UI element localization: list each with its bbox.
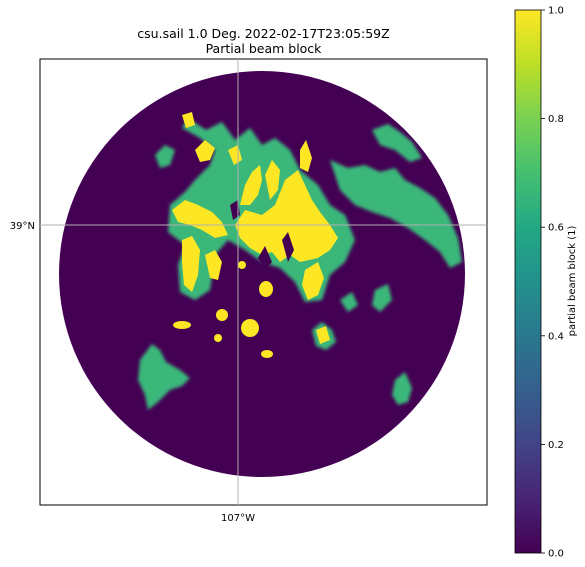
colorbar-tick-label: 0.8 [548, 114, 564, 125]
lon-label: 107°W [221, 513, 255, 524]
radar-disk [59, 71, 465, 477]
beam-block-field [138, 112, 462, 410]
colorbar-tick-label: 0.0 [548, 549, 564, 560]
colorbar-tick-label: 0.6 [548, 223, 564, 234]
colorbar-tick-label: 0.4 [548, 331, 564, 342]
colorbar-ticks: 0.0 0.2 0.4 0.6 0.8 1.0 [541, 6, 564, 560]
colorbar-tick-label: 1.0 [548, 6, 564, 17]
colorbar [514, 9, 542, 554]
lat-label: 39°N [10, 221, 35, 232]
full-block-regions [172, 112, 338, 358]
chart-title: csu.sail 1.0 Deg. 2022-02-17T23:05:59Z [137, 26, 390, 41]
colorbar-label: partial beam block (1) [567, 226, 578, 337]
colorbar-tick-label: 0.2 [548, 440, 564, 451]
chart-subtitle: Partial beam block [205, 41, 322, 56]
